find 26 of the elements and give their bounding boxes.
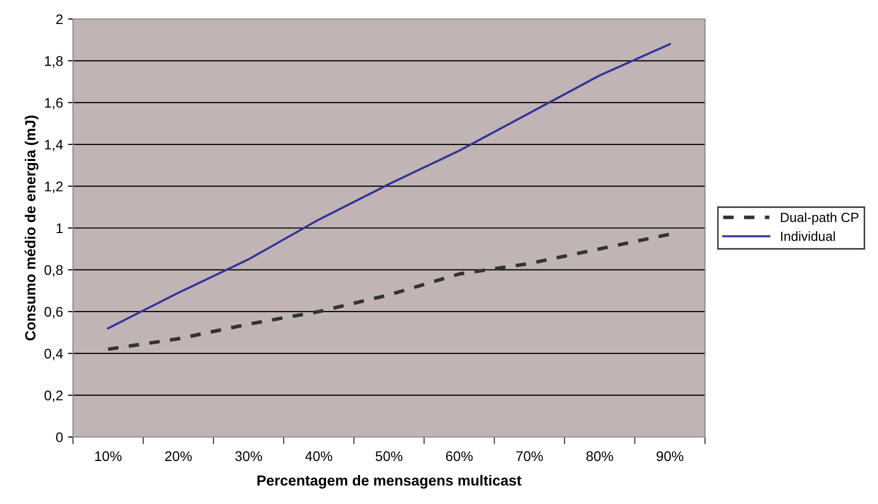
x-tick-label: 90% xyxy=(656,451,684,462)
x-tick-label: 50% xyxy=(376,451,402,462)
y-tick-label: 2 xyxy=(56,14,63,24)
x-tick-label: 20% xyxy=(165,451,192,462)
legend-label: Individual xyxy=(781,231,835,241)
x-tick-label: 70% xyxy=(516,451,543,462)
x-tick-label: 30% xyxy=(235,451,262,462)
x-tick-label: 60% xyxy=(446,451,473,462)
y-tick-label: 1 xyxy=(56,223,63,234)
legend-label: Dual-path CP xyxy=(781,212,858,225)
y-tick-label: 1,2 xyxy=(45,182,63,194)
line-series xyxy=(106,232,672,351)
y-tick-label: 0,4 xyxy=(44,348,63,360)
x-axis-title: Percentagem de mensagens multicast xyxy=(257,474,522,489)
y-tick-label: 0,6 xyxy=(44,306,63,318)
x-tick-label: 40% xyxy=(305,451,332,462)
y-tick-label: 0,2 xyxy=(44,390,63,402)
y-tick-label: 0,8 xyxy=(44,265,63,277)
y-tick-label: 1,4 xyxy=(45,140,63,152)
x-tick-label: 80% xyxy=(586,451,614,462)
y-tick-label: 1,6 xyxy=(45,98,63,110)
y-axis-title: Consumo médio de energia (mJ) xyxy=(24,116,38,340)
y-tick-label: 1,8 xyxy=(45,56,63,68)
line-series xyxy=(107,43,671,330)
x-tick-label: 10% xyxy=(95,451,122,462)
y-tick-label: 0 xyxy=(56,432,63,442)
